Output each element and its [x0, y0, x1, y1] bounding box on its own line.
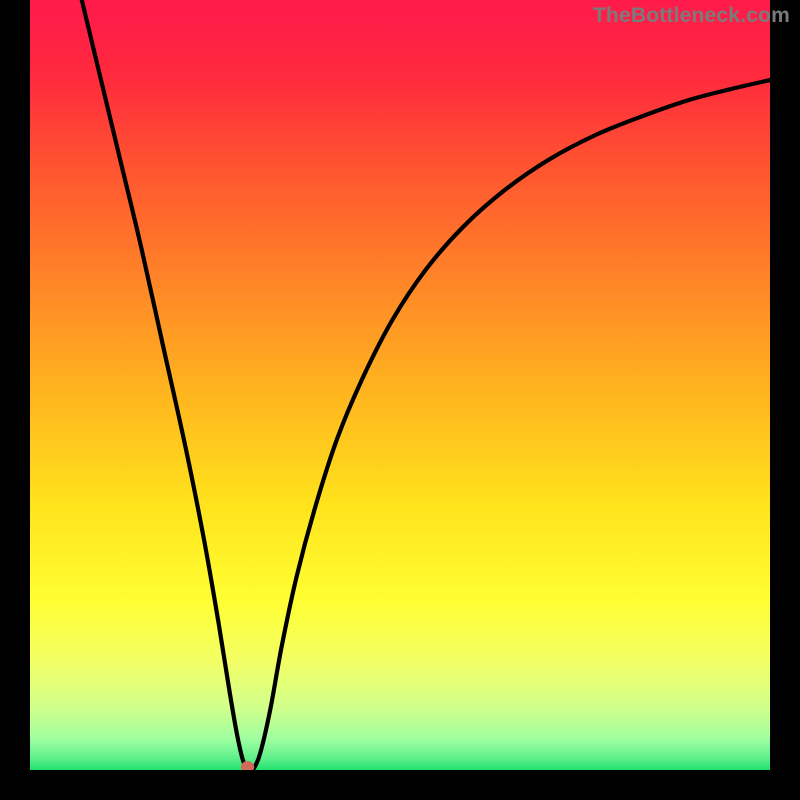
bottleneck-chart-svg [0, 0, 800, 800]
chart-canvas: TheBottleneck.com [0, 0, 800, 800]
gradient-background [30, 0, 770, 770]
watermark-text: TheBottleneck.com [593, 4, 790, 28]
